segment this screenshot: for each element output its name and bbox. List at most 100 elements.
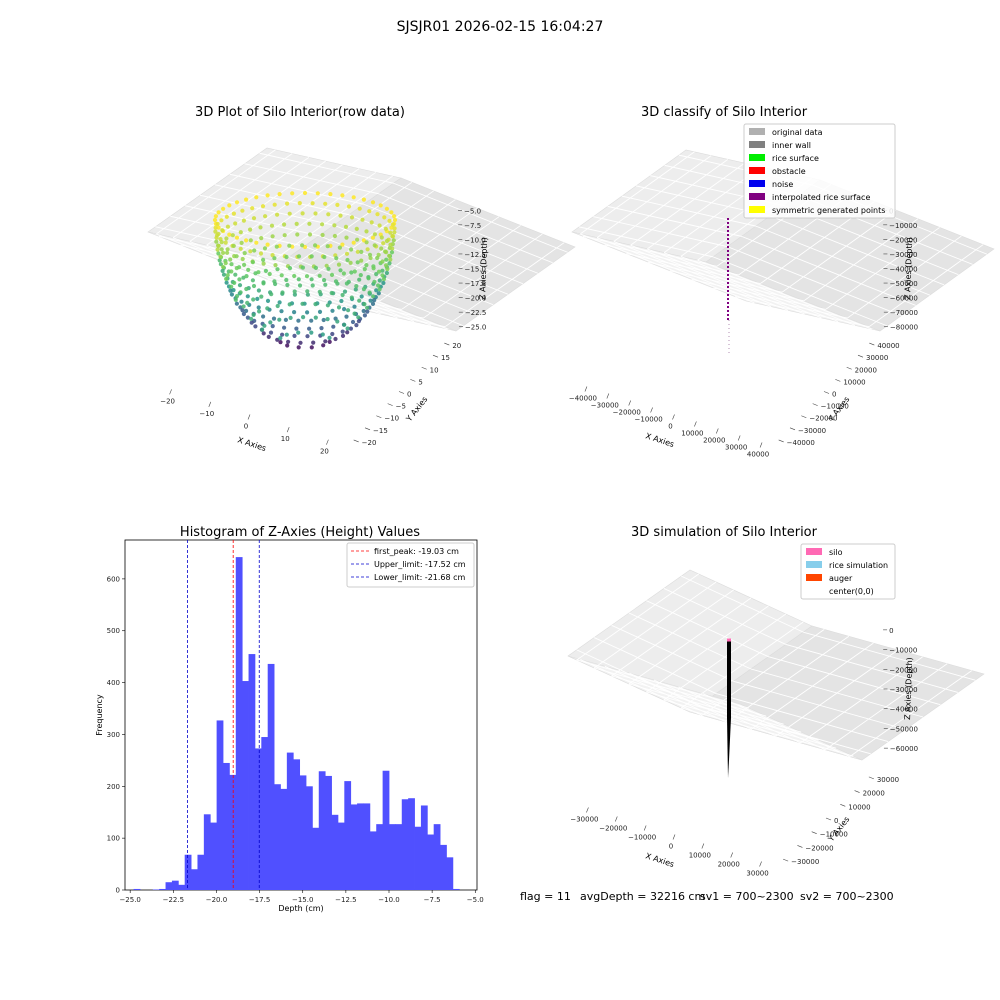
data-point (248, 227, 253, 232)
floor-grid-line (697, 259, 872, 330)
data-point (350, 319, 356, 325)
data-point (233, 221, 238, 226)
data-point (354, 323, 359, 328)
wall-grid-line (304, 245, 479, 316)
data-point (287, 266, 293, 271)
x-tick-label: −5.0 (467, 896, 484, 904)
x-tick-label: 0 (669, 843, 673, 851)
data-point (258, 251, 264, 256)
data-point (344, 314, 349, 319)
data-point (364, 229, 369, 234)
data-point (348, 326, 353, 331)
data-point (381, 241, 386, 246)
y-tick-mark (823, 391, 830, 394)
data-point (390, 246, 395, 251)
y-tick-mark (854, 790, 860, 793)
data-point (240, 308, 245, 313)
z-tick-label: −20.0 (465, 295, 486, 303)
floor-grid-line (680, 255, 856, 326)
wall-grid-line (803, 631, 976, 681)
data-point (256, 305, 261, 310)
data-point (300, 211, 305, 216)
wall-grid-line (423, 233, 543, 319)
data-point (313, 265, 318, 270)
wall-grid-line (259, 152, 394, 184)
x-tick-mark (606, 393, 610, 399)
x-tick-mark (643, 825, 647, 831)
data-point (237, 277, 242, 282)
y-tick-label: 300 (107, 731, 120, 739)
data-point (230, 233, 235, 238)
floor-grid-line (735, 296, 870, 328)
data-point (261, 314, 266, 319)
histogram-bar (235, 557, 243, 890)
raw-data-3d-panel: 3D Plot of Silo Interior(row data) −20 −1… (147, 105, 576, 456)
z-tick-label: −20000 (889, 236, 917, 244)
histogram-title: Histogram of Z-Axies (Height) Values (180, 525, 420, 540)
y-tick-label: 0 (407, 391, 411, 399)
data-point (338, 213, 343, 218)
data-point (238, 230, 243, 235)
x-tick-label: −20000 (613, 409, 641, 417)
data-point (238, 290, 243, 295)
raw-panel-y-label: Y Axies (404, 395, 430, 424)
data-point (297, 201, 302, 206)
data-point (370, 200, 376, 205)
data-point (365, 309, 370, 314)
wall-grid-line (785, 643, 958, 693)
histogram-bar (133, 888, 141, 890)
data-point (270, 253, 275, 258)
data-point (292, 273, 297, 279)
wall-grid-line (727, 246, 902, 317)
data-point (240, 256, 245, 262)
data-point (278, 340, 283, 345)
raw-panel-z-label: Z Axies (Depth) (478, 237, 489, 300)
legend-label: symmetric generated points (772, 206, 885, 215)
data-point (223, 261, 228, 266)
figure-title: SJSJR01 2026-02-15 16:04:27 (397, 19, 604, 35)
data-point (352, 269, 357, 274)
data-point (357, 277, 362, 282)
data-point (370, 301, 376, 306)
histogram-bar (337, 822, 345, 890)
data-point (258, 225, 263, 230)
x-tick-label: −30000 (570, 816, 598, 824)
wall-grid-line (229, 173, 364, 205)
data-point (267, 271, 272, 277)
data-point (333, 336, 338, 342)
y-tick-label: 15 (441, 354, 450, 362)
data-point (317, 309, 323, 314)
histogram-bar (382, 770, 390, 890)
histogram-bar (427, 834, 435, 890)
data-point (302, 190, 308, 196)
histogram-bar (286, 752, 294, 890)
data-point (392, 226, 397, 231)
data-point (275, 267, 280, 272)
simulation-panel-shapes (727, 638, 731, 778)
histogram-bar (165, 882, 173, 890)
histogram-bar (216, 720, 224, 890)
data-point (245, 294, 250, 299)
data-point (330, 308, 335, 313)
data-point (374, 272, 379, 277)
legend-swatch (749, 180, 765, 187)
data-point (272, 279, 277, 284)
wall-grid-line (681, 621, 804, 709)
histogram-bar (376, 824, 384, 890)
x-tick-label: 20 (320, 448, 329, 456)
data-point (279, 273, 284, 278)
data-point (364, 263, 369, 268)
floor-grid-line (713, 287, 848, 319)
x-tick-mark (628, 400, 632, 406)
histogram-bar (171, 880, 179, 890)
z-tick-label: −10000 (889, 647, 917, 655)
z-tick-label: −17.5 (465, 280, 486, 288)
floor-pane (147, 231, 457, 332)
data-point (285, 282, 290, 288)
y-tick-label: 10000 (848, 803, 870, 811)
data-point (221, 272, 227, 277)
floor-grid-line (727, 700, 850, 757)
z-tick-label: −50000 (890, 725, 918, 733)
data-point (349, 247, 354, 252)
histogram-bar (312, 827, 320, 890)
